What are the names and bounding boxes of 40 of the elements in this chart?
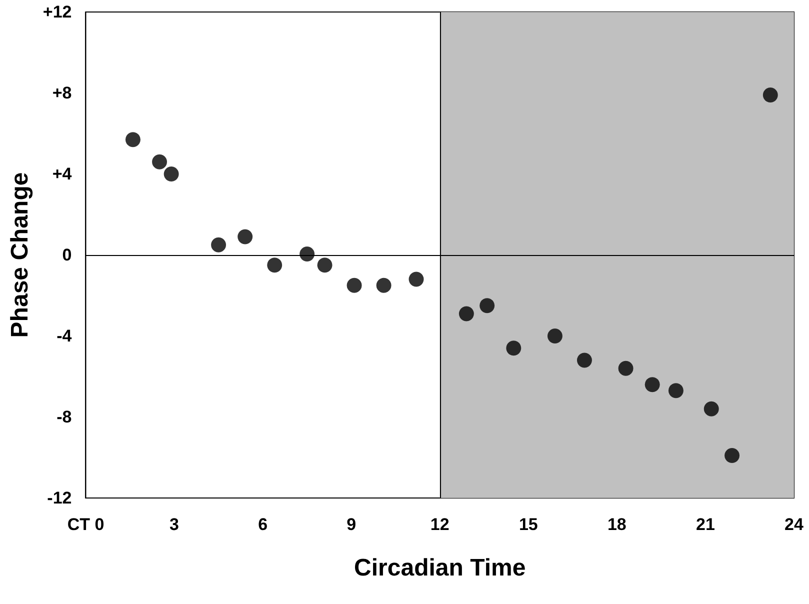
y-tick-label: -4 [56, 326, 72, 346]
point [576, 352, 592, 368]
point [458, 306, 474, 322]
x-axis-title: Circadian Time [354, 554, 526, 582]
x-tick-label: CT 0 [67, 515, 104, 534]
y-tick-label: 0 [62, 246, 72, 264]
y-tick-label: +12 [42, 2, 72, 22]
point [346, 278, 362, 293]
y-tick-label: -8 [56, 408, 72, 426]
x-tick-label: 24 [784, 515, 804, 534]
point [618, 360, 634, 376]
x-tick-label: 21 [696, 515, 715, 534]
point [211, 237, 226, 252]
point [506, 340, 522, 356]
x-tick-label: 3 [170, 515, 180, 534]
point [376, 278, 392, 293]
point [704, 401, 719, 416]
y-tick-label: +4 [52, 164, 72, 184]
x-tick-label: 9 [346, 515, 356, 534]
point [152, 154, 168, 170]
y-axis-title: Phase Change [6, 172, 34, 338]
y-tick-label: +8 [52, 84, 72, 102]
point [644, 377, 660, 392]
point [408, 272, 424, 287]
x-tick-label: 12 [430, 515, 450, 534]
x-tick-label: 15 [518, 515, 538, 534]
point [300, 246, 315, 262]
point [317, 258, 332, 273]
point [668, 383, 684, 398]
point [547, 328, 562, 344]
point [267, 258, 282, 273]
point [480, 298, 495, 314]
y-tick-label: -12 [47, 488, 72, 508]
point [762, 88, 778, 103]
x-tick-label: 6 [258, 515, 268, 534]
x-tick-label: 18 [607, 515, 626, 534]
point [125, 132, 140, 148]
point [164, 166, 179, 182]
point [724, 448, 740, 463]
point [238, 229, 253, 244]
